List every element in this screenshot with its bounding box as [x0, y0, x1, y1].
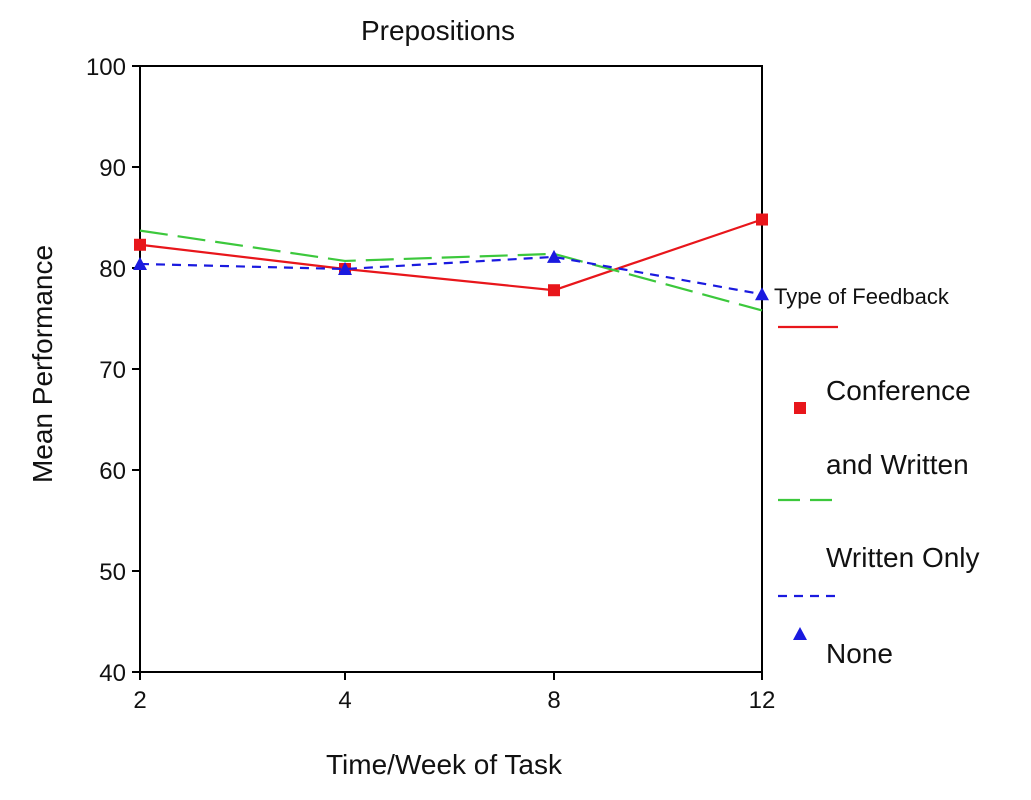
legend-item-1: Conference and Written — [778, 325, 971, 480]
legend-label: and Written — [826, 449, 969, 480]
y-tick-label: 80 — [99, 256, 126, 283]
series-layer — [133, 213, 769, 312]
y-tick-label: 50 — [99, 559, 126, 586]
y-tick-label: 60 — [99, 458, 126, 485]
y-tick-label: 70 — [99, 357, 126, 384]
legend-label: None — [826, 638, 893, 669]
x-tick-label: 12 — [749, 687, 776, 714]
series-3 — [133, 249, 769, 301]
x-axis: 2 4 8 12 — [133, 672, 775, 714]
data-point — [134, 238, 146, 251]
y-tick-label: 40 — [99, 660, 126, 687]
series-2 — [139, 229, 763, 312]
data-point — [133, 256, 147, 270]
chart-title: Prepositions — [361, 15, 515, 46]
legend-title: Type of Feedback — [774, 284, 950, 309]
data-point — [547, 249, 561, 263]
legend-marker — [793, 627, 807, 640]
legend: Type of Feedback Conference and Written Wr… — [774, 284, 980, 669]
x-tick-label: 8 — [547, 687, 560, 714]
x-tick-label: 4 — [338, 687, 351, 714]
series-line — [139, 218, 763, 292]
data-point — [756, 213, 768, 226]
x-tick-label: 2 — [133, 687, 146, 714]
y-axis-label: Mean Performance — [27, 245, 58, 483]
data-point — [548, 284, 560, 297]
plot-area: 40 50 60 70 80 90 100 2 4 8 12 — [86, 54, 775, 714]
series-1 — [134, 213, 768, 297]
y-tick-label: 100 — [86, 54, 126, 81]
legend-label: Conference — [826, 375, 971, 406]
data-point — [338, 262, 352, 276]
series-line — [139, 229, 763, 312]
plot-frame — [139, 65, 763, 673]
legend-item-2: Written Only — [778, 498, 980, 573]
y-tick-label: 90 — [99, 155, 126, 182]
y-axis: 40 50 60 70 80 90 100 — [86, 54, 140, 687]
legend-marker — [794, 402, 806, 414]
data-point — [755, 287, 769, 301]
x-axis-label: Time/Week of Task — [326, 749, 563, 780]
series-line — [139, 255, 763, 296]
legend-item-3: None — [778, 594, 893, 669]
legend-label: Written Only — [826, 542, 980, 573]
